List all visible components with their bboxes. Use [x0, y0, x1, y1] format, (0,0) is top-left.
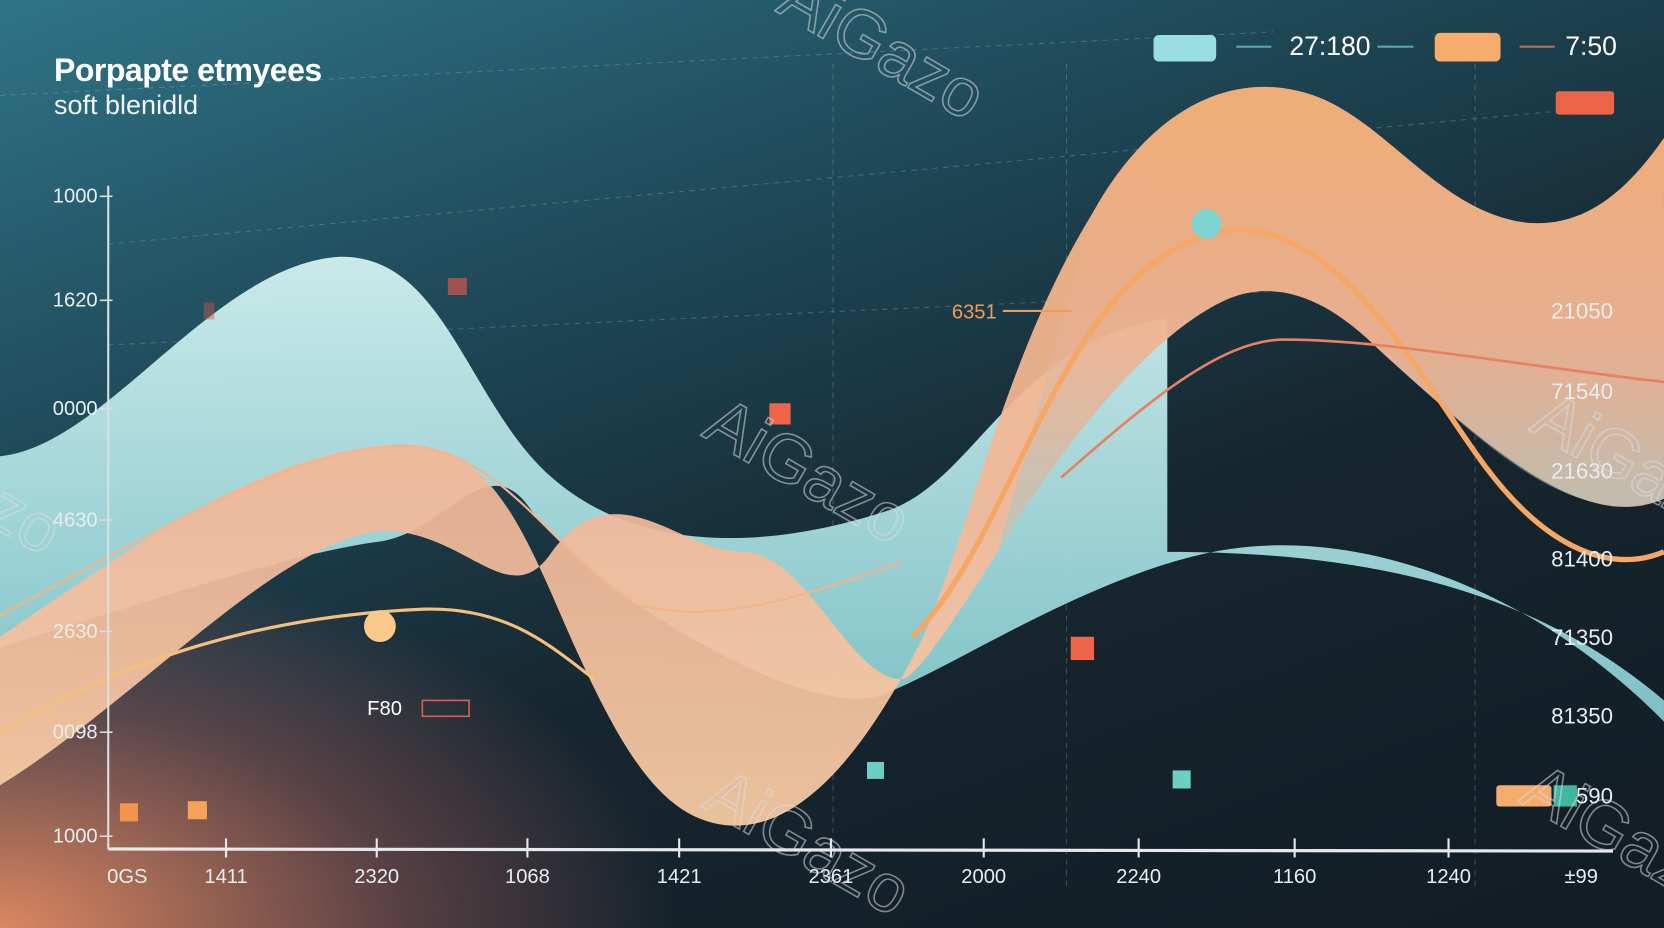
teal-point [1191, 209, 1222, 239]
annotation-label: 6351 [952, 301, 997, 323]
grid-line [108, 105, 1614, 245]
y-tick-label: 1000 [53, 186, 98, 208]
x-tick-label: 1068 [505, 866, 550, 888]
right-axis-label: 21050 [1551, 298, 1613, 323]
right-overlay-area [997, 86, 1664, 552]
legend-value: 27:180 [1289, 31, 1370, 61]
x-tick-label: 2240 [1116, 866, 1161, 888]
x-tick-label: 2361 [808, 866, 853, 888]
y-tick-label: 1620 [53, 290, 98, 312]
right-axis-label: 590 [1576, 783, 1613, 808]
legend-swatch-red [1555, 91, 1615, 115]
orange-line-upper [0, 444, 903, 617]
x-axis [108, 847, 1614, 853]
y-tick-label: 4630 [53, 509, 98, 531]
page-title: Porpapte etmyees [54, 52, 322, 88]
annotation-box [421, 699, 470, 718]
red-line-right [1060, 338, 1664, 479]
teal-marker [867, 761, 884, 779]
x-tick-label: 1411 [204, 866, 247, 888]
legend-swatch-orange [1434, 32, 1501, 62]
teal-marker [1172, 770, 1191, 789]
x-tick-label: ±99 [1564, 866, 1597, 888]
x-tick-label: 2000 [961, 866, 1006, 888]
orange-line-right [910, 227, 1664, 639]
orange-area [0, 86, 1664, 928]
orange-marker [119, 803, 138, 822]
red-marker [1070, 636, 1095, 661]
right-axis-label: 21630 [1551, 459, 1613, 484]
legend-bar-teal [1553, 785, 1577, 807]
annotation-label: F80 [367, 698, 402, 720]
watermark: AiGazo [1510, 749, 1664, 925]
red-marker [447, 278, 467, 296]
right-axis-label: 81400 [1551, 547, 1613, 572]
orange-line-left [0, 607, 596, 734]
teal-area [0, 256, 1664, 928]
legend-swatch-teal [1153, 35, 1217, 62]
x-tick-label: 1240 [1426, 866, 1471, 888]
x-tick-label: 2320 [354, 866, 399, 888]
red-marker [203, 302, 215, 320]
y-tick-label: 0098 [53, 722, 98, 744]
y-tick-label: 0000 [53, 398, 98, 420]
x-tick-label: 0GS [107, 866, 147, 888]
page-subtitle: soft blenidld [54, 90, 199, 120]
x-tick-label: 1421 [657, 866, 702, 888]
legend-bar-orange [1496, 785, 1552, 807]
y-tick-label: 1000 [53, 826, 98, 848]
right-axis-label: 71350 [1551, 625, 1613, 650]
right-axis-label: 81350 [1551, 704, 1613, 729]
legend-value: 7:50 [1565, 31, 1617, 61]
red-marker [769, 403, 791, 425]
right-axis-label: 71540 [1551, 379, 1613, 404]
watermark: AiGazo [767, 0, 997, 135]
y-tick-label: 2630 [53, 621, 98, 643]
orange-marker [187, 801, 207, 820]
x-tick-label: 1160 [1273, 866, 1316, 888]
grid-line [0, 31, 1274, 97]
orange-point [363, 610, 396, 643]
